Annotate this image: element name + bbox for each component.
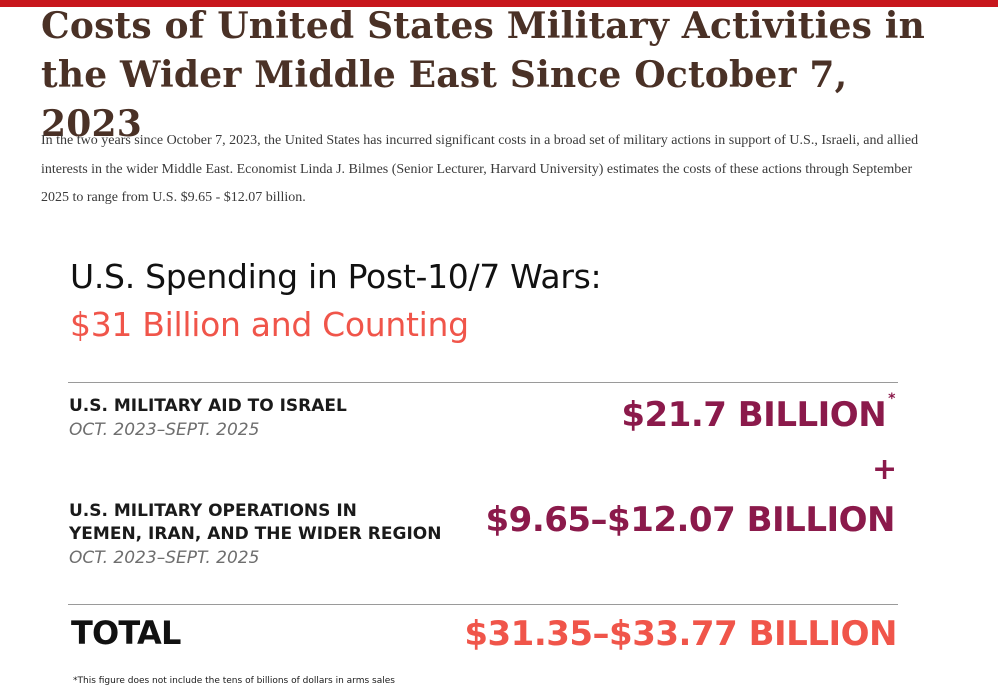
divider-bottom (68, 604, 898, 605)
aid-israel-amount-value: $21.7 BILLION (621, 395, 887, 435)
page-title: Costs of United States Military Activiti… (41, 5, 926, 145)
operations-date: OCT. 2023–SEPT. 2025 (69, 548, 260, 568)
top-accent-bar (0, 0, 998, 7)
footnote-asterisk: * (888, 391, 895, 407)
intro-paragraph: In the two years since October 7, 2023, … (41, 133, 919, 205)
operations-label-line1: U.S. MILITARY OPERATIONS IN (69, 501, 357, 521)
footnote: *This figure does not include the tens o… (73, 676, 395, 686)
operations-amount: $9.65–$12.07 BILLION (485, 500, 896, 540)
total-amount: $31.35–$33.77 BILLION (464, 614, 897, 654)
divider-top (68, 382, 898, 383)
total-label: TOTAL (71, 614, 181, 652)
aid-israel-date: OCT. 2023–SEPT. 2025 (69, 420, 260, 440)
infographic-title: U.S. Spending in Post-10/7 Wars: (70, 257, 602, 296)
infographic-subtitle: $31 Billion and Counting (70, 305, 469, 344)
operations-label-line2: YEMEN, IRAN, AND THE WIDER REGION (69, 524, 442, 544)
aid-israel-label: U.S. MILITARY AID TO ISRAEL (69, 396, 347, 416)
aid-israel-amount: $21.7 BILLION * (621, 391, 895, 435)
plus-sign: + (872, 452, 898, 487)
